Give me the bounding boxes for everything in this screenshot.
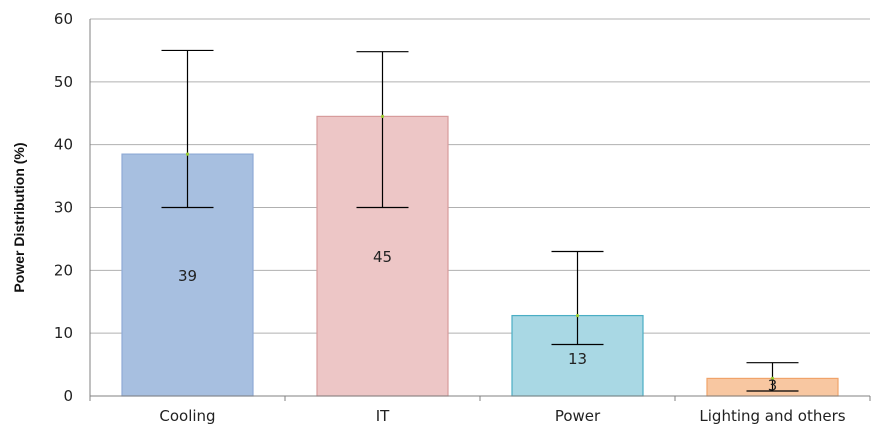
mean-marker-it <box>380 114 385 118</box>
data-label-power: 13 <box>568 350 587 368</box>
data-label-cooling: 39 <box>178 267 197 285</box>
error-bars <box>161 49 799 392</box>
y-tick-label-10: 10 <box>54 324 73 342</box>
y-tick-label-40: 40 <box>54 136 73 154</box>
x-tick-label-cooling: Cooling <box>159 407 215 425</box>
y-axis-label: Power Distribution (%) <box>11 142 27 292</box>
data-label-lighting-and-others: 3 <box>768 376 778 394</box>
y-axis-ticks: 0 10 20 30 40 50 60 <box>54 10 73 405</box>
y-tick-label-0: 0 <box>63 387 73 405</box>
x-tick-label-lighting-and-others: Lighting and others <box>699 407 845 425</box>
mean-marker-power <box>575 313 580 318</box>
mean-marker-cooling <box>185 152 190 156</box>
y-tick-label-20: 20 <box>54 261 73 279</box>
y-tick-label-60: 60 <box>54 10 73 28</box>
bars <box>121 115 839 397</box>
y-tick-label-30: 30 <box>54 199 73 217</box>
x-tick-label-power: Power <box>555 407 601 425</box>
y-tick-label-50: 50 <box>54 73 73 91</box>
data-labels: 39 45 13 3 <box>178 248 777 394</box>
x-tick-label-it: IT <box>376 407 390 425</box>
x-axis-ticks: Cooling IT Power Lighting and others <box>159 407 845 425</box>
data-label-it: 45 <box>373 248 392 266</box>
mean-marker-lighting-and-others <box>770 376 775 381</box>
